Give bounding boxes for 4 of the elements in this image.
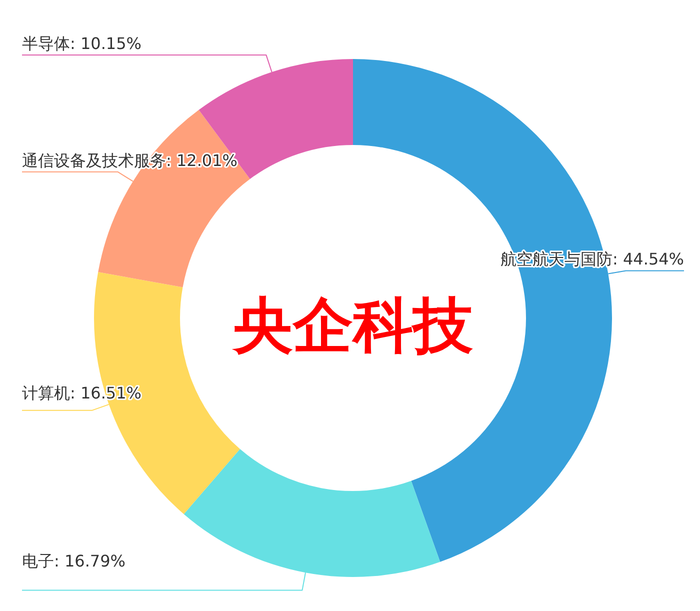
slice-label: 电子: 16.79% [22, 552, 126, 571]
slice-label: 通信设备及技术服务: 12.01% [22, 150, 238, 170]
slice-label: 半导体: 10.15% [22, 34, 142, 53]
text: 央企科技 [231, 291, 473, 361]
